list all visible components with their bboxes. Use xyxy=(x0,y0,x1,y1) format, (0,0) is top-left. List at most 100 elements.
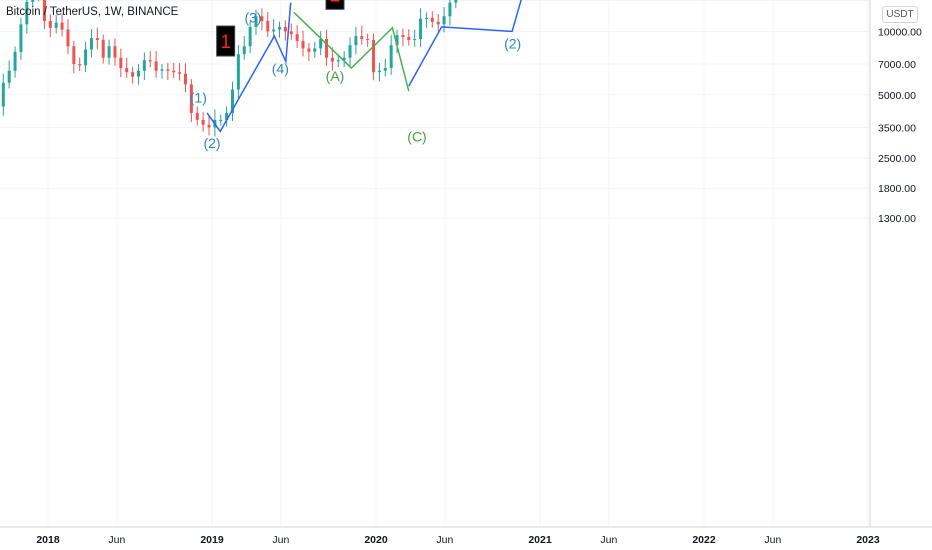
candle-body xyxy=(189,84,193,113)
candle-body xyxy=(107,46,111,58)
candle-body xyxy=(424,17,428,19)
price-tick-label: 2500.00 xyxy=(878,153,916,165)
candle-body xyxy=(307,48,311,52)
candle-body xyxy=(242,46,246,55)
candle-body xyxy=(442,16,446,25)
time-tick-label: Jun xyxy=(600,534,617,546)
wave-labels: (1)(2)(3)(4)(5)(A)(B)(C)(1)(2)(3)(4)(5)(… xyxy=(190,10,521,151)
time-tick-label: 2022 xyxy=(692,534,716,546)
candle-body xyxy=(248,26,252,47)
candle-body xyxy=(136,70,140,77)
candle-body xyxy=(319,39,323,49)
wave-label: (4) xyxy=(272,61,289,77)
wave-label: (3) xyxy=(244,10,261,26)
price-axis-bg xyxy=(870,0,932,550)
candle-body xyxy=(342,57,346,61)
wave-label: (C) xyxy=(407,129,426,145)
candle-body xyxy=(330,57,334,62)
wave-blue-3-line xyxy=(408,0,522,87)
wave-blue-1-line xyxy=(206,2,292,133)
candle-body xyxy=(25,1,29,25)
time-tick-label: 2018 xyxy=(36,534,60,546)
candle-body xyxy=(54,22,58,28)
wave-label: (1) xyxy=(190,89,207,105)
grid xyxy=(0,0,870,526)
candle-body xyxy=(389,45,393,69)
candle-body xyxy=(260,16,264,22)
candle-body xyxy=(413,39,417,41)
candle-body xyxy=(7,70,11,83)
candle-body xyxy=(178,72,182,74)
candle-body xyxy=(301,41,305,49)
wave-label: (A) xyxy=(326,68,345,84)
candle-body xyxy=(19,24,23,52)
candle-body xyxy=(377,70,381,73)
price-tick-label: 1300.00 xyxy=(878,213,916,225)
wave-box-label: 1 xyxy=(220,32,231,53)
candle-body xyxy=(78,64,82,66)
candle-body xyxy=(366,39,370,41)
candle-body xyxy=(272,29,276,32)
candle-body xyxy=(119,57,123,69)
candle-body xyxy=(31,0,35,2)
candle-body xyxy=(207,124,211,128)
wave-boxes: 12345 xyxy=(216,0,345,57)
candles xyxy=(1,0,458,137)
wave-box xyxy=(216,25,236,57)
candle-body xyxy=(336,60,340,62)
candle-body xyxy=(84,49,88,66)
candle-body xyxy=(419,18,423,40)
time-tick-label: 2023 xyxy=(856,534,880,546)
time-tick-label: 2021 xyxy=(528,534,552,546)
candle-body xyxy=(295,34,299,42)
wave-label: (2) xyxy=(203,135,220,151)
price-tick-label: 3500.00 xyxy=(878,122,916,134)
candle-body xyxy=(436,21,440,25)
time-tick-label: 2019 xyxy=(200,534,224,546)
price-tick-label: 5000.00 xyxy=(878,90,916,102)
candle-body xyxy=(183,73,187,85)
candle-body xyxy=(401,35,405,38)
currency-selector[interactable]: USDT xyxy=(882,6,918,23)
candle-body xyxy=(430,17,434,22)
wave-green-2-line xyxy=(293,11,410,92)
candle-body xyxy=(142,60,146,71)
candle-body xyxy=(113,46,117,58)
candle-body xyxy=(360,36,364,40)
candle-body xyxy=(231,89,234,113)
candle-body xyxy=(383,68,387,71)
candle-body xyxy=(160,69,164,71)
time-tick-label: Jun xyxy=(108,534,125,546)
time-axis-bg xyxy=(0,527,932,550)
candle-body xyxy=(166,69,170,71)
candle-body xyxy=(13,51,17,71)
candle-body xyxy=(313,48,317,52)
price-tick-label: 10000.00 xyxy=(878,26,922,38)
candle-body xyxy=(354,36,358,46)
price-tick-label: 7000.00 xyxy=(878,59,916,71)
candle-body xyxy=(454,0,458,3)
time-tick-label: Jun xyxy=(436,534,453,546)
candle-body xyxy=(66,29,70,47)
candle-body xyxy=(348,45,352,58)
candle-body xyxy=(325,39,329,58)
time-tick-label: Jun xyxy=(272,534,289,546)
time-tick-label: 2020 xyxy=(364,534,388,546)
time-tick-label: Jun xyxy=(764,534,781,546)
candle-body xyxy=(201,119,205,125)
candle-body xyxy=(60,22,64,30)
wave-lines xyxy=(206,0,522,133)
candle-body xyxy=(289,31,293,35)
candle-body xyxy=(89,38,93,50)
candle-body xyxy=(254,16,258,27)
candle-body xyxy=(395,35,399,46)
candle-body xyxy=(101,40,105,58)
candle-body xyxy=(236,54,240,90)
candle-body xyxy=(225,112,229,120)
candle-body xyxy=(148,60,152,62)
candle-body xyxy=(48,21,52,28)
candle-body xyxy=(407,37,411,41)
candle-body xyxy=(172,70,176,73)
